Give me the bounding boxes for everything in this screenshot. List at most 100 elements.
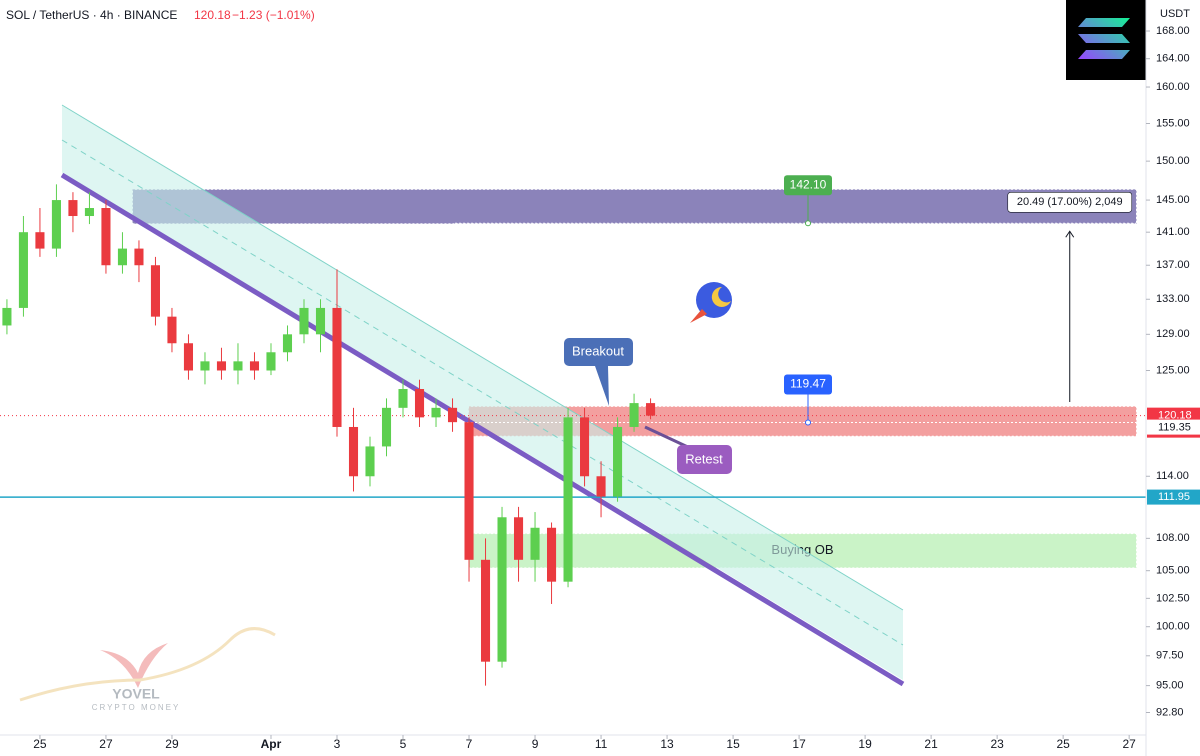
y-tick-label: 95.00 [1156,680,1184,692]
y-tick-label: 108.00 [1156,532,1190,544]
candle-body [84,208,94,217]
y-tick-label: 102.50 [1156,592,1190,604]
x-tick-label: 11 [595,737,608,751]
symbol-info: SOL / TetherUS · 4h · BINANCE [6,8,177,22]
price-label: 120.18 [1158,410,1192,422]
candle-body [530,527,540,560]
y-tick-label: 155.00 [1156,117,1190,129]
price-label-box [1147,419,1200,435]
x-tick-label: 5 [400,737,407,751]
x-tick-label: 9 [532,737,539,751]
y-tick-label: 137.00 [1156,259,1190,271]
level-point [805,419,811,426]
trendline [60,172,905,687]
candle-body [513,517,524,560]
x-tick-label: 19 [858,737,872,751]
axis-unit: USDT [1160,8,1190,20]
channel-mid [61,139,904,646]
x-tick-label: 25 [1056,737,1070,751]
candle-body [315,307,326,335]
watermark-logo [100,643,168,688]
candle-body [497,517,507,662]
y-tick-label: 92.80 [1156,706,1184,718]
level-label: 119.47 [790,377,826,391]
candle-body [2,307,12,326]
candle-body [183,343,194,371]
measure-label: 20.49 (17.00%) 2,049 [1017,196,1123,208]
candle-body [282,334,293,353]
y-tick-label: 133.00 [1156,293,1190,305]
candle-body [447,407,458,423]
candle-body [216,361,227,371]
candle-body [117,248,127,266]
zone [132,189,1137,224]
header-change: −1.23 (−1.01%) [232,8,315,22]
candle-body [266,352,276,371]
y-tick-label: 141.00 [1156,226,1190,238]
x-tick-label: 21 [924,737,938,751]
channel [62,105,903,680]
level-tag [784,374,832,395]
price-label: 119.35 [1158,422,1191,434]
candle-body [18,232,28,308]
candle-body [249,361,260,371]
candle-body [480,559,491,662]
candle-body [68,200,78,217]
candle-body [332,307,342,427]
candle-body [580,417,590,477]
x-tick-label: Apr [261,737,282,751]
candle-body [233,361,243,371]
candle-body [613,426,623,497]
candle-body [646,403,656,416]
x-tick-label: 29 [165,737,179,751]
y-tick-label: 100.00 [1156,621,1190,633]
x-tick-label: 15 [726,737,740,751]
y-tick-label: 168.00 [1156,25,1190,37]
candle-body [365,446,375,477]
x-tick-label: 3 [334,737,341,751]
candle-body [414,389,425,418]
candle-body [51,200,61,249]
price-label-box [1147,489,1200,505]
measure-arrowhead [1065,230,1075,238]
measure-box [1007,191,1133,213]
candle-body [101,208,111,266]
candle-body [167,316,177,344]
candle-body [464,422,474,560]
candle-body [150,265,160,317]
candle-body [547,527,557,582]
candle-body [200,361,210,371]
channel-top [61,104,904,611]
annotation: Breakout [572,343,624,358]
x-tick-label: 7 [466,737,473,751]
y-tick-label: 114.00 [1156,470,1189,482]
x-tick-label: 23 [990,737,1004,751]
watermark: YOVEL CRYPTO MONEY [19,627,276,712]
rocket-icon [690,309,707,323]
x-tick-label: 13 [660,737,674,751]
candle-body [35,232,45,249]
breakout-callout [564,338,633,406]
y-tick-label: 125.00 [1156,364,1190,376]
level-tag [784,175,832,196]
candle-body [134,248,144,266]
retest-pointer [644,425,691,450]
solana-logo [1078,18,1130,59]
price-label: 111.95 [1158,491,1190,503]
candle-body [596,476,606,497]
watermark-text: CRYPTO MONEY [92,703,181,712]
header-price: 120.18 [194,8,231,22]
watermark-curve [19,627,276,702]
x-tick-label: 25 [33,737,47,751]
annotation: Retest [685,451,723,466]
y-tick-label: 129.00 [1156,328,1190,340]
candle-body [398,389,408,408]
y-tick-label: 97.50 [1156,650,1184,662]
x-tick-label: 27 [99,737,113,751]
retest-callout [677,445,732,474]
candle-body [348,426,359,477]
moon-icon [711,286,731,307]
candle-body [629,403,639,427]
candle-body [299,307,309,335]
y-tick-label: 160.00 [1156,81,1190,93]
